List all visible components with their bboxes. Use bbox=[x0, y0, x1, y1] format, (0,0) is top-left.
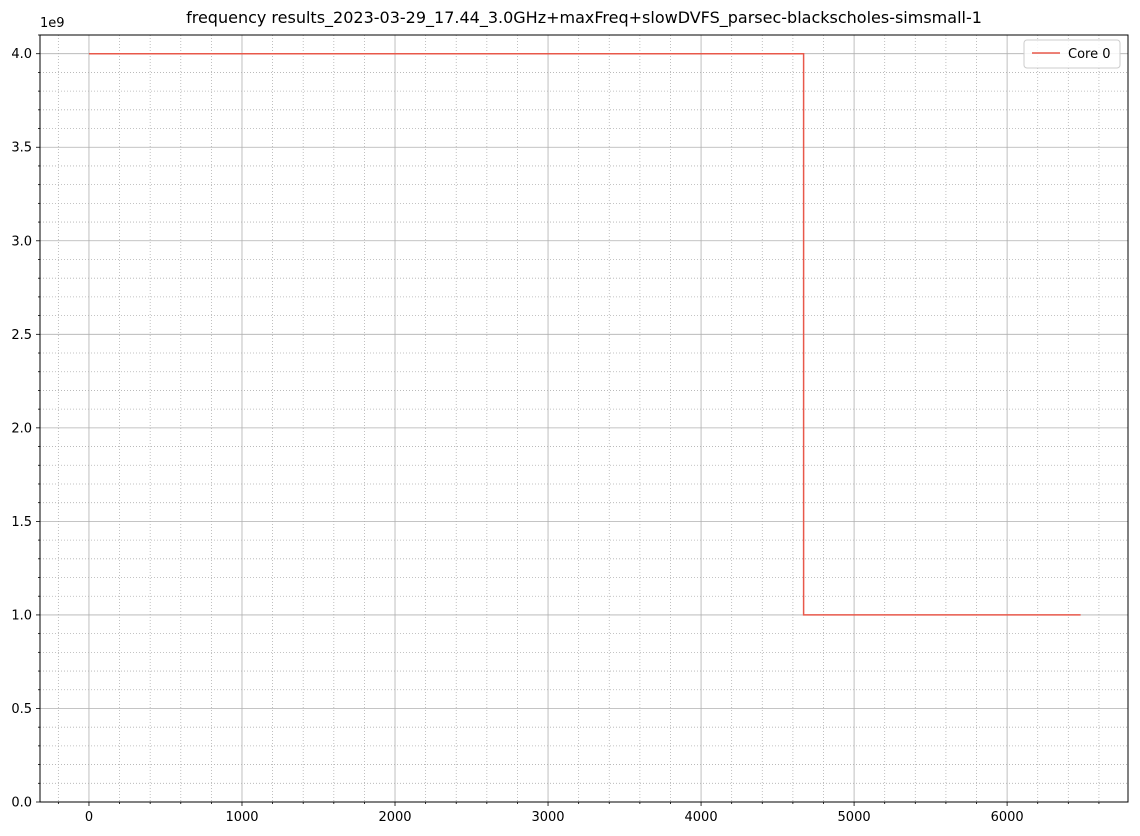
series-line-core-0 bbox=[89, 52, 1081, 616]
y-tick-label: 0.0 bbox=[11, 796, 32, 811]
minor-grid bbox=[40, 34, 1128, 802]
y-tick-label: 0.5 bbox=[11, 702, 32, 717]
y-tick-label: 3.0 bbox=[11, 234, 32, 249]
legend-box bbox=[1023, 39, 1121, 69]
x-tick-label: 1000 bbox=[225, 810, 258, 825]
y-tick-label: 4.0 bbox=[11, 47, 32, 62]
legend-label-core-0: Core 0 bbox=[1068, 47, 1111, 62]
major-grid bbox=[40, 35, 1128, 803]
plot-frame bbox=[39, 34, 1129, 803]
x-tick-label: 6000 bbox=[991, 810, 1024, 825]
legend: Core 0 bbox=[1023, 39, 1121, 69]
chart-title: frequency results_2023-03-29_17.44_3.0GH… bbox=[186, 8, 982, 28]
y-tick-label: 2.0 bbox=[11, 421, 32, 436]
x-tick-label: 3000 bbox=[531, 810, 564, 825]
y-tick-label: 2.5 bbox=[11, 328, 32, 343]
y-axis: 0.0 0.5 1.0 1.5 2.0 2.5 3.0 3.5 4.0 bbox=[11, 34, 40, 811]
x-tick-label: 5000 bbox=[838, 810, 871, 825]
x-tick-label: 0 bbox=[85, 810, 93, 825]
y-offset-label: 1e9 bbox=[40, 16, 65, 31]
y-tick-label: 3.5 bbox=[11, 141, 32, 156]
x-axis: 0 1000 2000 3000 4000 5000 6000 bbox=[57, 802, 1100, 825]
y-tick-label: 1.5 bbox=[11, 515, 32, 530]
y-tick-label: 1.0 bbox=[11, 608, 32, 623]
series-layer bbox=[89, 52, 1081, 616]
x-tick-label: 4000 bbox=[685, 810, 718, 825]
x-tick-label: 2000 bbox=[378, 810, 411, 825]
